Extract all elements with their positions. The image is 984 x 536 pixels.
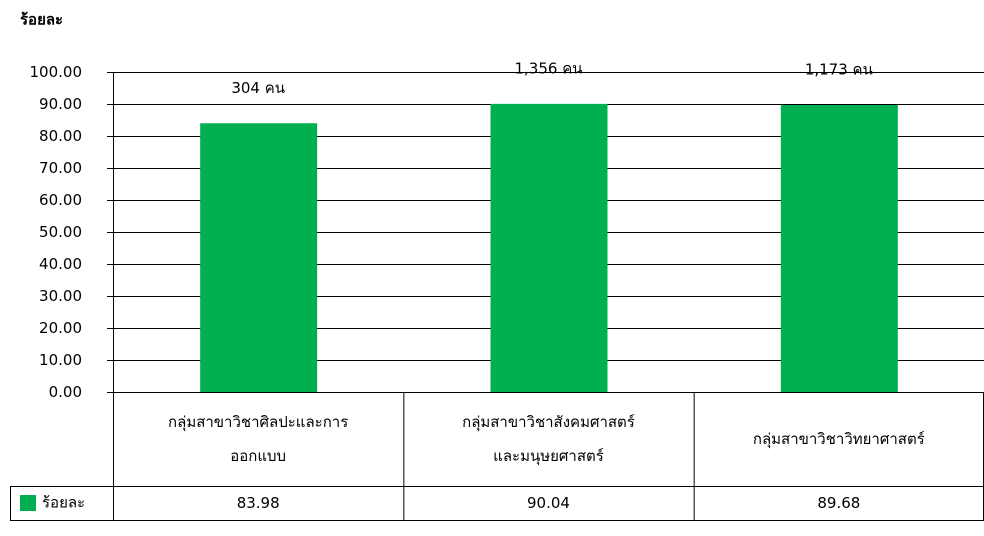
table-value: 89.68 [817,494,861,512]
data-annotation: 1,173 คน [805,61,873,79]
x-tick-label: กลุ่มสาขาวิชาสังคมศาสตร์ และมนุษยศาสตร์ [462,413,635,465]
bar [490,103,608,392]
y-tick-label: 100.00 [30,63,83,81]
y-tick-label: 70.00 [39,159,82,177]
x-tick-label: กลุ่มสาขาวิชาวิทยาศาสตร์ [752,430,925,448]
y-tick-label: 40.00 [39,255,82,273]
data-annotation: 1,356 คน [515,59,583,77]
legend-label: ร้อยละ [42,494,85,512]
y-tick-label: 10.00 [39,351,82,369]
bar [200,123,318,392]
y-axis-label: ร้อยละ [20,11,63,29]
y-tick-label: 80.00 [39,127,82,145]
y-tick-label: 20.00 [39,319,82,337]
y-tick-label: 90.00 [39,95,82,113]
table-value: 83.98 [236,494,280,512]
y-tick-label: 0.00 [49,383,82,401]
legend-swatch [20,495,36,511]
x-tick-label: กลุ่มสาขาวิชาศิลปะและการ ออกแบบ [168,413,349,465]
data-annotation: 304 คน [231,79,285,97]
y-tick-label: 50.00 [39,223,82,241]
y-tick-label: 60.00 [39,191,82,209]
bar [780,105,898,393]
table-value: 90.04 [527,494,570,512]
y-tick-label: 30.00 [39,287,82,305]
